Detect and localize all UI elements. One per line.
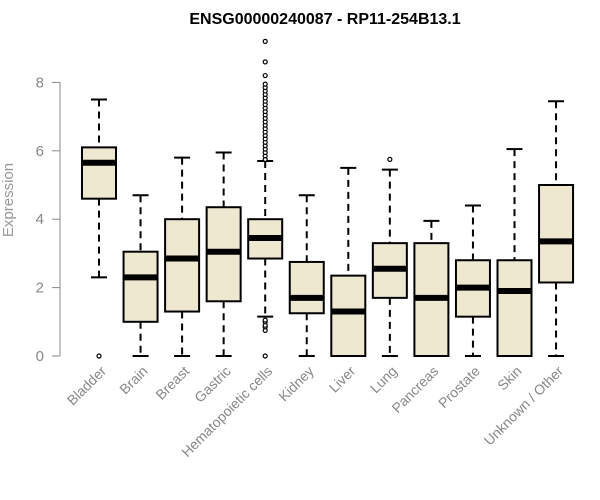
x-tick-label: Unknown / Other [481,363,567,449]
box-unknown-other [538,100,575,357]
outlier-point [262,59,268,65]
box-gastric [205,151,242,357]
iqr-box [288,260,325,315]
outlier-point [262,317,268,323]
x-tick-label: Kidney [275,363,317,405]
x-tick-label: Lung [367,363,400,396]
y-tick-label: 8 [36,74,44,91]
box-pancreas [413,219,450,357]
iqr-box [164,218,201,313]
y-axis: 0 2 4 6 8 [36,74,61,365]
x-tick-label: Brain [116,363,150,397]
y-tick-label: 4 [36,211,44,228]
box-lung [371,156,408,357]
box-kidney [288,194,325,357]
iqr-box [538,184,575,284]
box-hematopoietic-cells [247,38,284,359]
iqr-box [330,274,367,358]
y-tick-label: 6 [36,143,44,160]
iqr-box [496,259,533,357]
chart-title: ENSG00000240087 - RP11-254B13.1 [189,11,460,28]
outlier-point [96,353,102,359]
y-tick-label: 0 [36,348,44,365]
x-tick-label: Breast [152,363,192,403]
x-tick-label: Skin [494,363,525,394]
box-breast [164,156,201,357]
box-brain [122,194,159,357]
box-liver [330,166,367,358]
x-tick-label: Liver [326,363,359,396]
y-tick-label: 2 [36,280,44,297]
boxes-layer [81,38,575,359]
outlier-point [262,38,268,44]
outlier-point [262,353,268,359]
iqr-box [81,146,117,200]
box-bladder [81,98,117,359]
box-skin [496,148,533,357]
outlier-point [387,156,393,162]
outlier-point [262,81,268,87]
box-prostate [454,204,491,357]
x-tick-label: Prostate [435,363,483,411]
iqr-box [122,250,159,323]
y-axis-label: Expression [0,163,17,237]
x-tick-label: Bladder [64,363,110,409]
outlier-point [262,72,268,79]
